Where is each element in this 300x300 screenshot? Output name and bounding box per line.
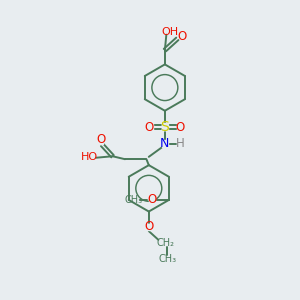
Text: N: N: [160, 137, 170, 150]
Text: CH₂: CH₂: [156, 238, 174, 248]
Bar: [162, 124, 168, 130]
Bar: [177, 124, 184, 130]
Bar: [178, 140, 183, 147]
Text: O: O: [144, 220, 153, 233]
Text: OH: OH: [162, 27, 179, 37]
Text: O: O: [177, 30, 186, 43]
Bar: [97, 138, 103, 144]
Bar: [146, 124, 153, 130]
Bar: [84, 154, 94, 161]
Text: O: O: [176, 121, 185, 134]
Bar: [149, 197, 155, 203]
Bar: [146, 224, 152, 230]
Bar: [162, 140, 168, 147]
Text: O: O: [145, 121, 154, 134]
Text: CH₃: CH₃: [158, 254, 176, 264]
Text: CH₃: CH₃: [125, 195, 143, 205]
Text: S: S: [160, 120, 169, 134]
Text: HO: HO: [81, 152, 98, 162]
Text: O: O: [147, 194, 156, 206]
Text: O: O: [97, 134, 106, 146]
Text: H: H: [176, 137, 185, 150]
